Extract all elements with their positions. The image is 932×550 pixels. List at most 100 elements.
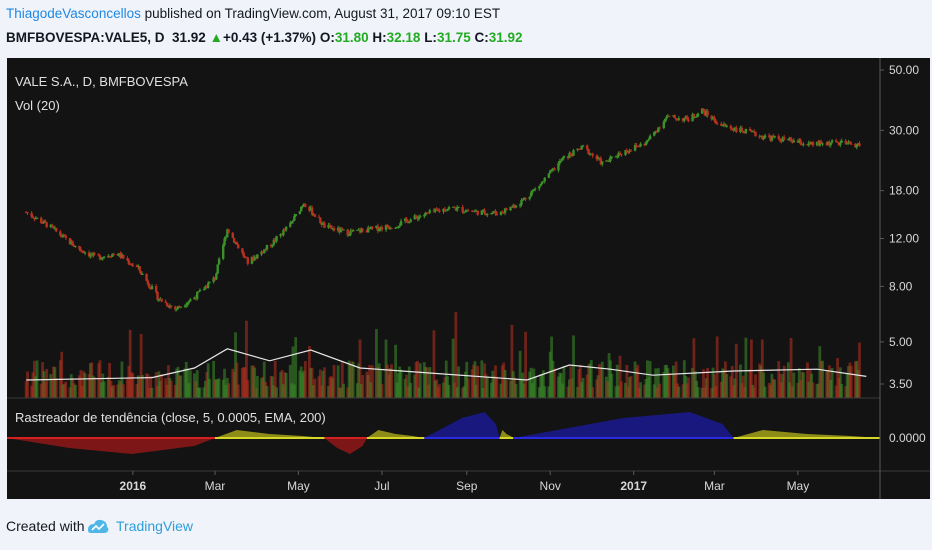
volume-bar [840,383,844,398]
candle-body [502,212,505,214]
candle-body [118,253,121,256]
candle-body [761,135,764,139]
candle-body [658,127,661,129]
candle-body [195,291,199,299]
candle-body [676,119,679,121]
candle-body [677,118,681,120]
candle-body [332,228,336,231]
candle-body [844,140,847,144]
candle-body [186,302,189,305]
volume-bar [273,360,277,398]
candle-body [284,226,288,231]
candle-body [33,217,36,220]
candle-body [438,210,441,212]
candle-body [601,161,604,165]
candle-body [451,206,455,208]
price-tick-label: 5.00 [889,335,913,349]
candle-body [687,119,690,122]
candle-body [128,263,132,265]
candle-body [811,142,815,146]
indicator-tick-label: 0.0000 [889,431,926,445]
volume-bar [169,380,173,398]
volume-bar [600,361,604,398]
candle-body [819,141,823,145]
candle-body [330,225,333,229]
candle-body [647,139,650,141]
time-tick-label: May [287,479,310,493]
candle-body [224,237,228,239]
volume-bar [858,342,861,398]
chart-header: ThiagodeVasconcellos published on Tradin… [6,4,926,56]
candle-body [436,210,440,212]
candle-body [855,145,858,148]
volume-bar [473,361,477,398]
volume-bar [160,374,164,398]
volume-legend: Vol (20) [15,98,60,113]
candle-body [263,249,266,254]
volume-bar [658,383,662,398]
candle-body [731,128,734,130]
candle-body [100,258,103,260]
candle-body [762,137,765,139]
candle-body [320,223,323,226]
candle-body [349,230,352,236]
candle-body [483,209,486,214]
candle-body [549,170,552,174]
volume-bar [336,365,340,398]
volume-bar [425,367,429,398]
price-chart[interactable]: 50.00 30.00 18.00 12.00 8.00 5.00 3.50 0.0000 2… [7,58,930,499]
volume-bar [639,382,642,398]
candle-body [789,137,793,141]
tradingview-brand[interactable]: TradingView [116,518,194,534]
volume-bar [451,338,455,398]
volume-bar [188,370,192,398]
candle-body [590,153,593,155]
candle-body [568,153,571,159]
candle-body [338,227,341,233]
candle-body [648,135,652,140]
candle-body [514,205,518,208]
candle-body [202,289,206,291]
tradingview-logo-icon [88,519,109,533]
volume-bar [54,377,58,398]
candle-body [351,229,355,232]
volume-bar [93,377,96,398]
candle-body [256,254,259,259]
candle-body [137,266,140,268]
time-axis[interactable]: 2016 Mar May Jul Sep Nov 2017 Mar May [120,471,810,493]
candle-body [304,203,307,207]
volume-bar [476,365,480,398]
candle-body [835,140,838,142]
candle-body [617,152,620,157]
candle-body [587,148,590,155]
price-tick-label: 30.00 [889,123,919,137]
volume-bar [739,364,742,398]
candle-body [629,150,633,152]
author-link[interactable]: ThiagodeVasconcellos [6,6,141,21]
candlesticks [24,108,861,312]
volume-bar [792,372,796,398]
volume-bar [409,382,413,398]
candle-body [414,215,418,217]
candle-body [120,254,124,258]
candle-body [657,127,660,132]
volume-bar [562,365,566,398]
candle-body [217,258,221,265]
price-axis[interactable]: 50.00 30.00 18.00 12.00 8.00 5.00 3.50 0.0000 [880,63,926,445]
candle-body [265,244,269,250]
volume-bar [379,369,382,398]
candle-body [828,141,831,146]
candle-body [377,229,381,232]
volume-bar [108,362,112,398]
candle-body [68,238,72,245]
volume-bar [318,369,322,398]
volume-bar [291,346,295,398]
candle-body [308,206,311,211]
volume-bar [102,381,106,398]
candle-body [45,222,48,228]
candle-body [357,229,360,231]
candle-body [252,256,255,261]
candle-body [580,145,583,150]
trend-area [733,430,880,438]
candle-body [341,228,344,230]
